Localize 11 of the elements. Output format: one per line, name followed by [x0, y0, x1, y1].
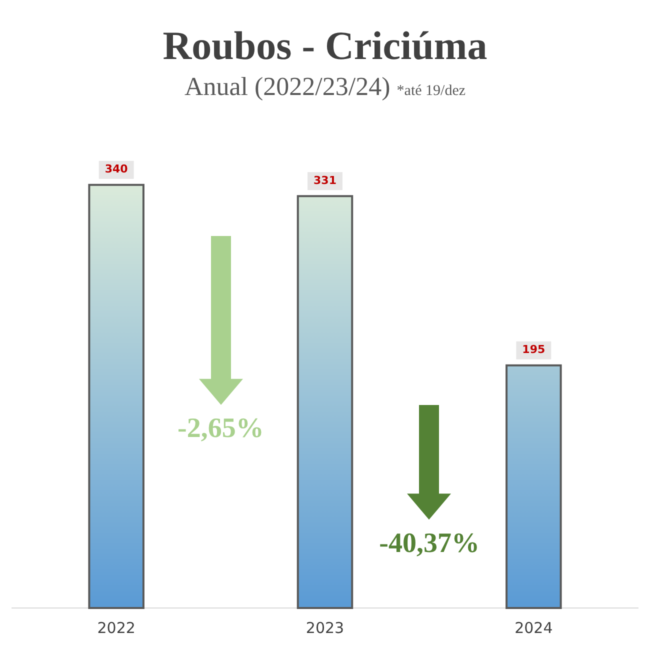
x-tick-label: 2022 — [97, 618, 136, 637]
data-label: 195 — [522, 343, 546, 356]
x-tick-label: 2024 — [514, 618, 553, 637]
data-label: 340 — [104, 162, 128, 176]
data-label: 331 — [314, 174, 336, 187]
annotation: -40,37% — [379, 528, 480, 560]
text: *até 19/dez — [396, 83, 466, 99]
chart-title: Roubos - Criciúma — [162, 22, 488, 69]
x-tick-label: 2023 — [306, 618, 344, 637]
annotation: -2,65% — [177, 413, 264, 445]
chart-subtitle: Anual (2022/23/24) — [184, 72, 390, 101]
